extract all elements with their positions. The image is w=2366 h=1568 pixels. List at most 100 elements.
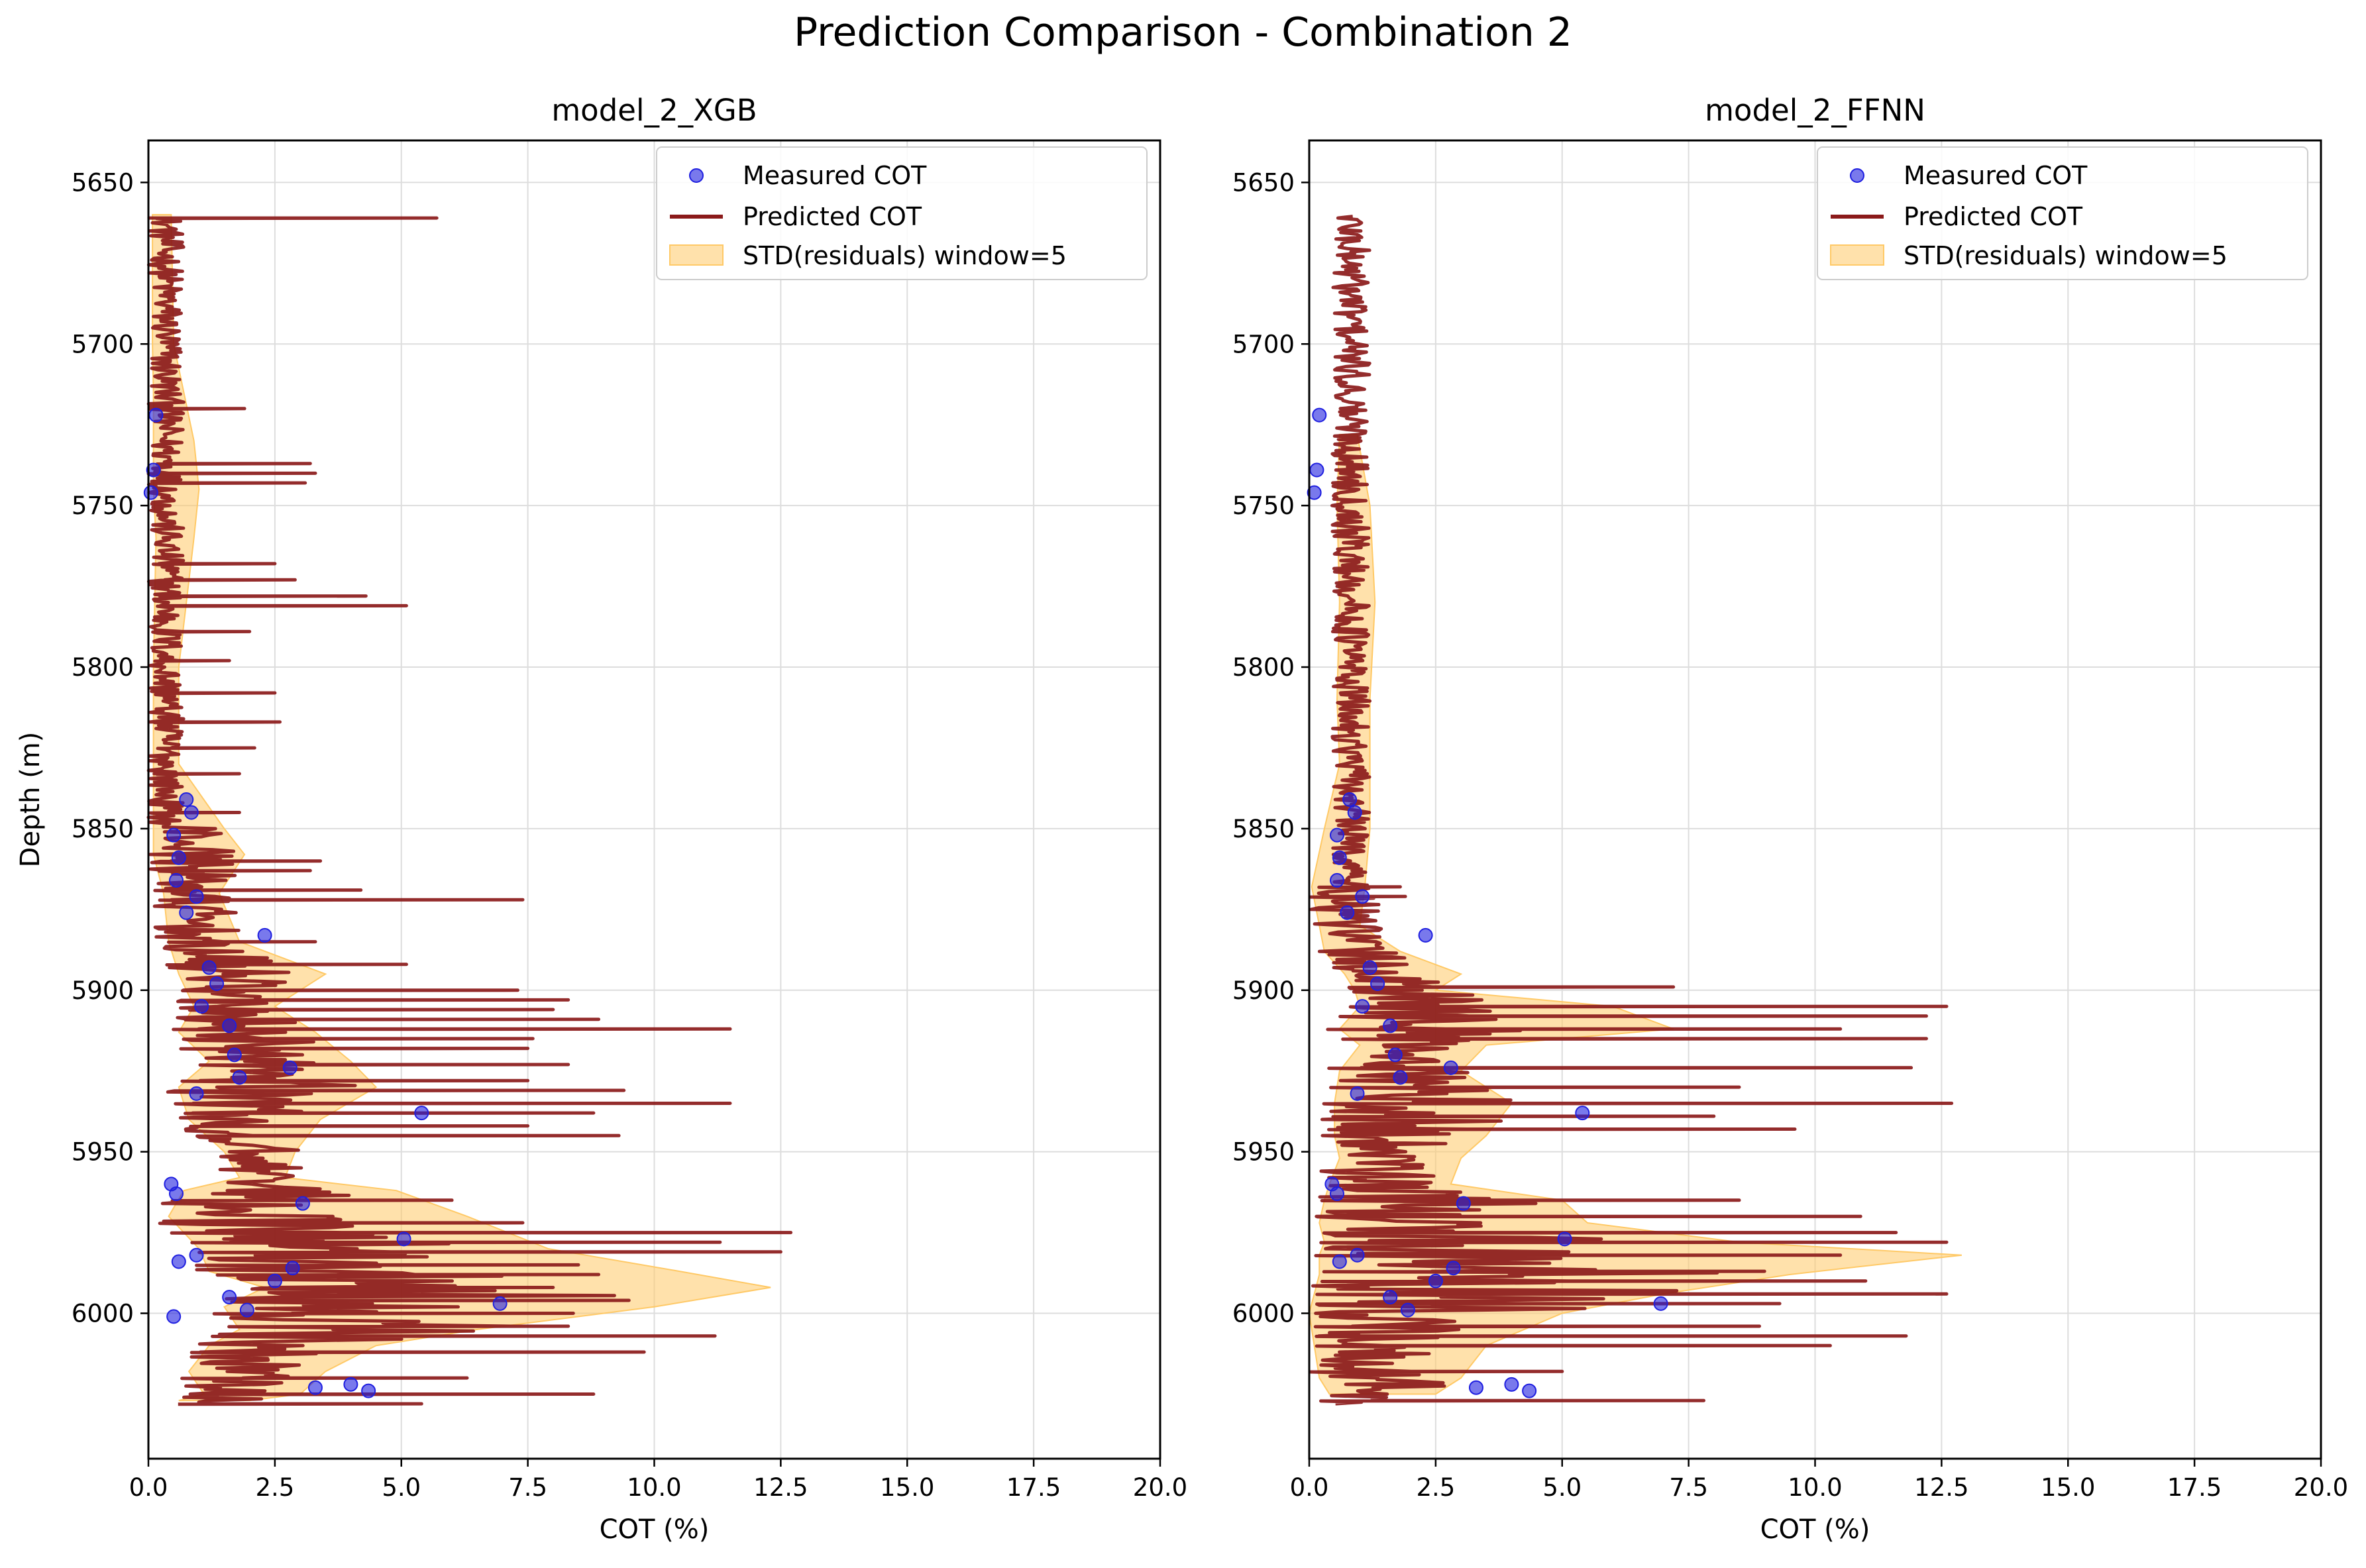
measured-cot-point [343,1377,358,1392]
y-tick-label: 5850 [1232,815,1295,843]
measured-cot-point [282,1060,297,1075]
y-tick-label: 6000 [72,1300,134,1328]
y-tick-label: 5800 [1232,653,1295,682]
measured-cot-point [1428,1273,1443,1288]
measured-cot-point [201,960,217,975]
x-tick-label: 0.0 [1290,1473,1329,1502]
measured-cot-point [396,1231,411,1247]
measured-cot-point [1355,889,1370,904]
measured-cot-point [1340,905,1355,920]
measured-cot-point [1446,1261,1461,1276]
measured-cot-point [227,1047,242,1063]
measured-cot-point [189,889,204,904]
legend-predicted-label: Predicted COT [1904,202,2083,231]
x-tick-label: 15.0 [2041,1473,2095,1502]
legend-measured-marker [689,168,704,183]
x-tick-label: 2.5 [1416,1473,1455,1502]
measured-cot-point [492,1296,508,1311]
x-tick-label: 10.0 [1788,1473,1842,1502]
measured-cot-point [148,407,164,423]
measured-cot-point [414,1106,429,1121]
legend-band-label: STD(residuals) window=5 [1904,241,2228,270]
predicted-cot-line [1308,215,1954,1406]
x-tick-label: 7.5 [508,1473,547,1502]
x-tick-label: 2.5 [255,1473,294,1502]
y-tick-label: 5650 [72,168,134,197]
measured-cot-point [189,1247,204,1263]
measured-cot-point [307,1380,323,1395]
measured-cot-point [1522,1383,1537,1398]
measured-cot-point [179,792,194,807]
measured-cot-point [257,927,272,943]
y-tick-label: 5800 [72,653,134,682]
measured-cot-point [1309,462,1324,478]
legend-band-marker [1830,244,1884,266]
measured-cot-point [1355,999,1370,1014]
measured-cot-point [267,1273,282,1288]
y-tick-label: 5950 [72,1138,134,1167]
measured-cot-point [1653,1296,1668,1311]
predicted-cot-line [146,216,793,1406]
measured-cot-point [1312,407,1327,423]
measured-cot-point [1370,976,1385,992]
measured-cot-point [179,905,194,920]
measured-cot-point [1329,1186,1344,1202]
measured-cot-point [1383,1018,1398,1033]
measured-cot-point [1557,1231,1572,1247]
y-axis-label: Depth (m) [15,732,46,868]
legend-box [1817,146,2308,280]
x-tick-label: 15.0 [880,1473,934,1502]
measured-cot-point [1468,1380,1483,1395]
y-tick-label: 5850 [72,815,134,843]
x-axis-label: COT (%) [600,1514,710,1545]
measured-cot-point [1329,872,1344,888]
measured-cot-point [171,1254,186,1269]
measured-cot-point [1332,1254,1347,1269]
measured-cot-point [232,1070,247,1085]
x-tick-label: 17.5 [1006,1473,1061,1502]
measured-cot-point [1443,1060,1458,1075]
y-tick-label: 5750 [72,492,134,520]
x-tick-label: 5.0 [382,1473,421,1502]
legend-box [656,146,1148,280]
y-tick-label: 5700 [1232,330,1295,358]
y-tick-label: 5700 [72,330,134,358]
measured-cot-point [1400,1302,1415,1318]
y-tick-label: 5900 [1232,976,1295,1005]
subplot-title: model_2_XGB [551,93,757,128]
measured-cot-point [295,1196,310,1211]
y-tick-label: 5750 [1232,492,1295,520]
legend-measured-label: Measured COT [1904,161,2088,190]
measured-cot-point [146,462,161,478]
figure-title: Prediction Comparison - Combination 2 [794,9,1572,56]
measured-cot-point [1383,1290,1398,1305]
x-tick-label: 17.5 [2167,1473,2222,1502]
measured-cot-point [166,827,182,843]
measured-cot-point [1332,850,1347,865]
axes-frame [147,139,1161,1460]
measured-cot-point [1418,927,1433,943]
measured-cot-point [361,1383,376,1398]
measured-cot-point [285,1261,300,1276]
legend-band-label: STD(residuals) window=5 [743,241,1067,270]
x-axis-label: COT (%) [1760,1514,1870,1545]
measured-cot-point [1504,1377,1519,1392]
legend-predicted-label: Predicted COT [743,202,922,231]
axes-frame [1308,139,2322,1460]
measured-cot-point [1350,1247,1365,1263]
measured-cot-point [1350,1086,1365,1101]
measured-cot-point [222,1290,237,1305]
y-tick-label: 6000 [1232,1300,1295,1328]
legend: Measured COT Predicted COT STD(residuals) … [1817,146,2308,280]
y-tick-label: 5900 [72,976,134,1005]
subplot-2: 0.0 2.5 5.0 7.5 10.0 12.5 15.0 17.5 20.0 5650 5700… [1232,93,2348,1545]
measured-cot-point [1387,1047,1403,1063]
measured-cot-point [184,805,199,820]
measured-cot-point [189,1086,204,1101]
measured-cot-point [1362,960,1377,975]
legend-measured-label: Measured COT [743,161,927,190]
measured-cot-point [1347,805,1362,820]
x-tick-label: 12.5 [1914,1473,1968,1502]
measured-cot-point [1307,485,1322,500]
